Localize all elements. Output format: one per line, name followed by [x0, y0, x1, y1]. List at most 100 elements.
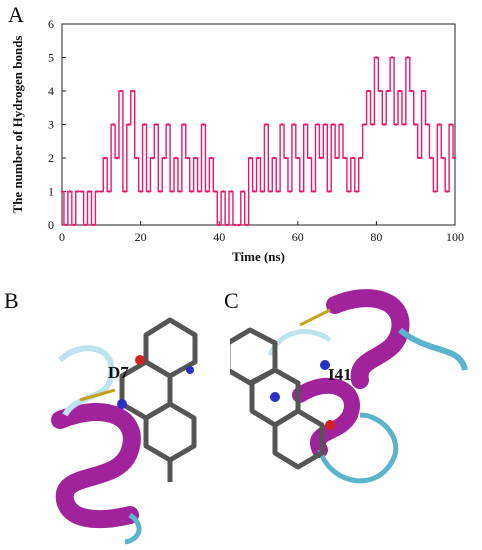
x-tick-label: 80	[370, 230, 382, 244]
data-point	[296, 156, 299, 160]
data-point	[324, 123, 327, 126]
data-point	[151, 156, 154, 160]
data-point	[320, 156, 323, 160]
data-point	[178, 190, 182, 193]
data-point	[131, 89, 134, 93]
data-point	[414, 123, 417, 126]
data-point	[371, 123, 374, 126]
helix-ribbon-b	[51, 403, 141, 529]
data-point	[394, 123, 398, 126]
data-point	[351, 156, 355, 160]
coil-c1	[398, 327, 468, 371]
y-tick-label: 5	[48, 51, 54, 65]
data-point	[304, 123, 307, 126]
data-point	[257, 156, 260, 160]
data-point	[182, 123, 186, 126]
data-point	[422, 89, 425, 93]
x-tick-label: 40	[213, 230, 225, 244]
x-axis-label: Time (ns)	[232, 249, 285, 264]
series-line-0	[62, 56, 455, 226]
data-point	[265, 123, 268, 126]
coil-b	[57, 345, 115, 417]
data-point	[210, 156, 213, 160]
data-point	[343, 156, 347, 160]
panel-label-c: C	[224, 288, 239, 313]
panel-label-b: B	[4, 288, 19, 313]
data-point	[229, 190, 233, 193]
data-point	[434, 190, 437, 193]
data-point	[241, 190, 244, 193]
data-point	[331, 123, 335, 126]
data-point	[453, 156, 457, 160]
data-point	[276, 190, 280, 193]
data-point	[100, 190, 103, 193]
data-point	[88, 190, 91, 193]
y-tick-label: 1	[48, 185, 54, 199]
data-point	[359, 156, 362, 160]
data-point	[76, 190, 79, 193]
data-point	[418, 156, 421, 160]
data-point	[335, 156, 339, 160]
y-tick-label: 2	[48, 151, 54, 165]
data-point	[170, 190, 174, 193]
data-point	[445, 190, 449, 193]
series-layer	[60, 56, 457, 227]
data-point	[300, 190, 303, 193]
data-point	[127, 123, 131, 126]
panel-c-structure: I41	[230, 289, 468, 484]
y-tick-label: 0	[48, 218, 54, 232]
data-point	[194, 156, 197, 160]
data-point	[60, 190, 64, 193]
data-point	[308, 156, 311, 160]
data-point	[410, 89, 413, 93]
data-point	[119, 89, 123, 93]
data-point	[375, 56, 378, 59]
data-point	[104, 156, 107, 160]
data-point	[284, 156, 288, 160]
data-point	[225, 223, 229, 227]
helix-ribbon-c1	[326, 289, 410, 389]
data-point	[280, 123, 284, 126]
data-point	[383, 123, 386, 126]
data-point	[68, 190, 72, 193]
data-point	[316, 123, 319, 126]
x-tick-label: 60	[292, 230, 304, 244]
hydrogen-bond-chart: 0 20 40 60 80 100 0 1 2 3 4 5 6 Time (ns) The number…	[10, 17, 464, 264]
data-point	[162, 156, 166, 160]
data-point	[202, 123, 205, 126]
chart-axes: 0 20 40 60 80 100 0 1 2 3 4 5 6	[48, 17, 464, 244]
data-point	[328, 190, 331, 193]
data-point	[174, 156, 178, 160]
data-point	[107, 190, 111, 193]
data-point	[92, 223, 95, 227]
data-point	[206, 190, 209, 193]
x-tick-label: 20	[135, 230, 147, 244]
data-point	[159, 190, 162, 193]
data-point	[386, 89, 390, 93]
x-tick-label: 100	[446, 230, 464, 244]
data-point	[186, 156, 189, 160]
data-point	[143, 123, 146, 126]
data-point	[123, 190, 127, 193]
x-tick-label: 0	[59, 230, 65, 244]
data-point	[166, 123, 170, 126]
data-point	[249, 156, 252, 160]
data-point	[292, 123, 296, 126]
data-point	[339, 123, 343, 126]
data-point	[355, 190, 358, 193]
data-point	[233, 223, 237, 227]
ligand-sticks-c	[230, 327, 325, 470]
data-point	[379, 89, 382, 93]
data-point	[147, 190, 150, 193]
data-point	[261, 190, 264, 193]
data-point	[406, 56, 410, 59]
data-point	[198, 190, 201, 193]
data-point	[72, 223, 75, 227]
data-point	[221, 190, 225, 193]
y-tick-label: 6	[48, 17, 54, 31]
data-point	[218, 223, 221, 227]
data-point	[115, 156, 119, 160]
data-point	[84, 223, 87, 227]
data-point	[155, 123, 158, 126]
data-point	[398, 89, 402, 93]
